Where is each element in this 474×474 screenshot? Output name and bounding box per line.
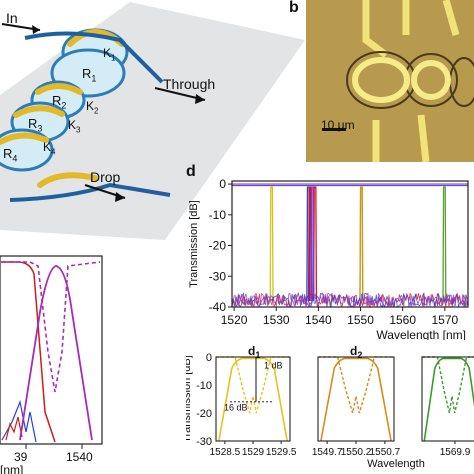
passband-solid-d1 — [218, 357, 288, 442]
xtick-label-2: 1540 — [305, 313, 332, 327]
series-5 — [359, 186, 364, 301]
panel-d3: 1569.9 — [421, 356, 474, 458]
panel-label-d2: d2 — [350, 345, 362, 360]
d-ytick-label-3: -30 — [196, 436, 212, 448]
d-ytick-label-2: -20 — [196, 408, 212, 420]
panel-label-d: d — [186, 163, 196, 180]
passband-5-0 — [359, 186, 364, 301]
tick-label-d2-0: 1549.7 — [312, 447, 343, 458]
panel-d1: 1528.5 1529 1529.5 — [210, 356, 297, 458]
ytick-label-3: -30 — [209, 269, 227, 283]
device-schematic — [0, 2, 305, 240]
tick-label-d3-0: 1569.9 — [440, 447, 471, 458]
drop-waveguide — [9, 182, 171, 202]
d-xlabel: Wavelength — [367, 458, 425, 470]
ytick-label-1: -10 — [209, 208, 227, 222]
passband-0-0 — [269, 186, 274, 301]
heater-3 — [13, 105, 65, 118]
annotation-1db: 1 dB — [264, 360, 283, 370]
frame-d3 — [421, 356, 474, 442]
d-ylabel: Transmission [dB] — [186, 355, 193, 443]
series-red — [1, 261, 56, 443]
label-drop: Drop — [90, 169, 121, 185]
label-r4: R4 — [3, 146, 18, 164]
tick-label-d2-2: 1550.7 — [370, 447, 401, 458]
label-r1: R1 — [82, 66, 97, 84]
plot-frame — [0, 255, 103, 445]
tick-label-d1-0: 1528.5 — [210, 447, 241, 458]
input-waveguide — [24, 31, 164, 84]
passband-dashed-d3 — [422, 356, 474, 414]
heater-5 — [37, 172, 98, 188]
noise-floor-2 — [231, 292, 469, 309]
xlabel-c: [nm] — [0, 463, 23, 474]
xtick-label-0: 1520 — [221, 313, 248, 327]
bus-waveguides — [9, 31, 171, 202]
label-k1: K1 — [103, 46, 116, 63]
passband-dashed-d1 — [216, 356, 290, 414]
passband-3-0 — [310, 186, 315, 301]
ylabel-main: Transmission [dB] — [188, 200, 200, 288]
label-through: Through — [163, 76, 216, 92]
passband-solid-d3 — [423, 357, 474, 442]
tick-label-d2-1: 1550.2 — [341, 447, 372, 458]
annotation-16db: 16 dB — [224, 402, 248, 412]
series-red-noise — [5, 416, 23, 441]
label-in: In — [6, 10, 18, 26]
series-4 — [442, 186, 447, 301]
d-ytick-label-0: 0 — [206, 352, 212, 364]
xtick-label-3: 1550 — [347, 313, 374, 327]
heater-4 — [0, 132, 49, 145]
micrograph-drawing — [306, 0, 474, 162]
scale-bar — [322, 128, 346, 131]
series-3 — [310, 186, 315, 301]
zoom-spectrum-chart: 39 1540 [nm] — [0, 255, 103, 474]
passband-4-0 — [442, 186, 447, 301]
tick-label-39: 39 — [14, 450, 28, 464]
plot-frame-main — [231, 180, 469, 308]
panel-label-b: b — [289, 0, 299, 16]
label-k4: K4 — [43, 140, 56, 157]
tick-label-d1-2: 1529.5 — [266, 447, 297, 458]
passband-solid-d2 — [320, 357, 392, 442]
scale-bar-label: 10 μm — [321, 118, 355, 132]
series-purple-dashed — [2, 261, 101, 393]
ytick-label-2: -20 — [209, 239, 227, 253]
passband-dashed-d2 — [318, 356, 394, 414]
xtick-label-5: 1570 — [431, 313, 458, 327]
series-purple-solid — [19, 265, 93, 441]
label-r3: R3 — [28, 116, 43, 134]
ytick-label-0: 0 — [219, 177, 226, 191]
device-micrograph — [306, 0, 474, 162]
xlabel-main: Wavelength [nm] — [376, 328, 466, 340]
tick-label-d1-1: 1529 — [242, 447, 265, 458]
label-k3: K3 — [68, 118, 81, 135]
label-k2: K2 — [86, 99, 99, 116]
label-r2: R2 — [52, 93, 67, 111]
heater-2 — [35, 83, 83, 95]
xtick-label-4: 1560 — [389, 313, 416, 327]
d-ytick-label-1: -10 — [196, 380, 212, 392]
ytick-label-4: -40 — [209, 300, 227, 314]
tick-label-1540: 1540 — [66, 450, 93, 464]
xtick-label-1: 1530 — [263, 313, 290, 327]
panel-label-d1: d1 — [248, 345, 260, 360]
